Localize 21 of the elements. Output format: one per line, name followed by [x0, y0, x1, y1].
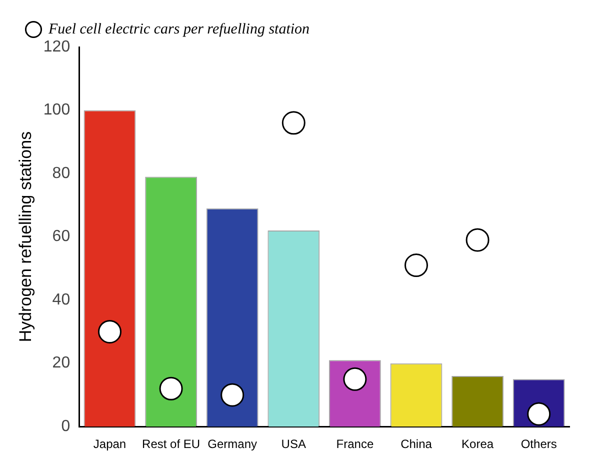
x-tick-label: Japan: [93, 437, 126, 452]
point: [159, 376, 183, 400]
point: [220, 383, 244, 407]
x-tick-label: Germany: [208, 437, 258, 452]
y-tick-label: 60: [52, 228, 70, 246]
y-tick-label: 0: [61, 418, 70, 436]
x-tick-label: China: [400, 437, 432, 452]
y-tick-label: 40: [52, 291, 70, 308]
y-tick-label: 20: [52, 354, 70, 372]
x-tick-label: Others: [520, 437, 557, 452]
point: [98, 320, 122, 344]
y-tick-label: 120: [43, 38, 70, 56]
y-axis-title: Hydrogen refuelling stations: [16, 131, 35, 342]
legend-label: Fuel cell electric cars per refuelling station: [48, 21, 310, 38]
point: [343, 367, 367, 391]
y-tick-label: 100: [43, 102, 70, 119]
x-tick-label: France: [336, 437, 374, 452]
x-tick-label: Korea: [462, 437, 494, 452]
x-tick-label: USA: [281, 437, 306, 452]
y-tick-label: 80: [52, 164, 70, 182]
x-tick-label: Rest of EU: [142, 437, 200, 452]
